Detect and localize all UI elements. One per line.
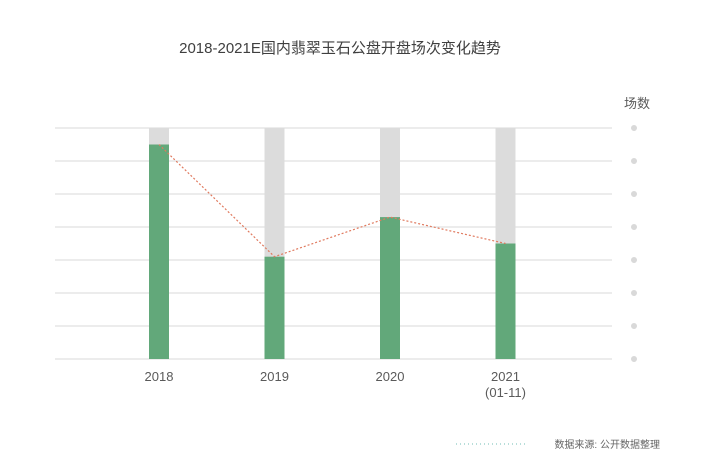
x-tick-label: 2021 (01-11) bbox=[485, 369, 526, 400]
y-tick-dot bbox=[631, 158, 637, 164]
bar bbox=[264, 256, 285, 359]
y-tick-dot bbox=[631, 191, 637, 197]
x-tick-label-line: 2018 bbox=[145, 369, 174, 384]
y-tick-dot bbox=[631, 290, 637, 296]
y-tick-dot bbox=[631, 257, 637, 263]
y-tick-dot bbox=[631, 356, 637, 362]
source-note-group: 数据来源: 公开数据整理 bbox=[456, 438, 660, 451]
source-note: 数据来源: 公开数据整理 bbox=[554, 438, 660, 451]
y-tick-dot bbox=[631, 224, 637, 230]
bars bbox=[149, 128, 516, 359]
y-tick-dot bbox=[631, 125, 637, 131]
bar bbox=[495, 243, 516, 359]
x-tick-label-line: 2020 bbox=[376, 369, 405, 384]
y-tick-dot bbox=[631, 323, 637, 329]
trend-line bbox=[158, 144, 506, 258]
y-axis-ticks bbox=[631, 125, 637, 362]
x-axis-ticks: 2018 2019 2020 2021 (01-11) bbox=[145, 369, 526, 400]
x-tick-label-line: 2019 bbox=[260, 369, 289, 384]
grid-lines bbox=[55, 127, 612, 360]
trend-line-group bbox=[158, 144, 506, 258]
x-tick-label-line: 2021 bbox=[491, 369, 520, 384]
x-tick-label: 2018 bbox=[145, 369, 174, 384]
bar bbox=[149, 144, 169, 359]
x-tick-label: 2019 bbox=[260, 369, 289, 384]
x-tick-label-line: (01-11) bbox=[485, 385, 526, 400]
y-axis-label: 场数 bbox=[624, 96, 650, 111]
x-tick-label: 2020 bbox=[376, 369, 405, 384]
bar bbox=[380, 217, 400, 359]
chart-title: 2018-2021E国内翡翠玉石公盘开盘场次变化趋势 bbox=[179, 39, 501, 57]
